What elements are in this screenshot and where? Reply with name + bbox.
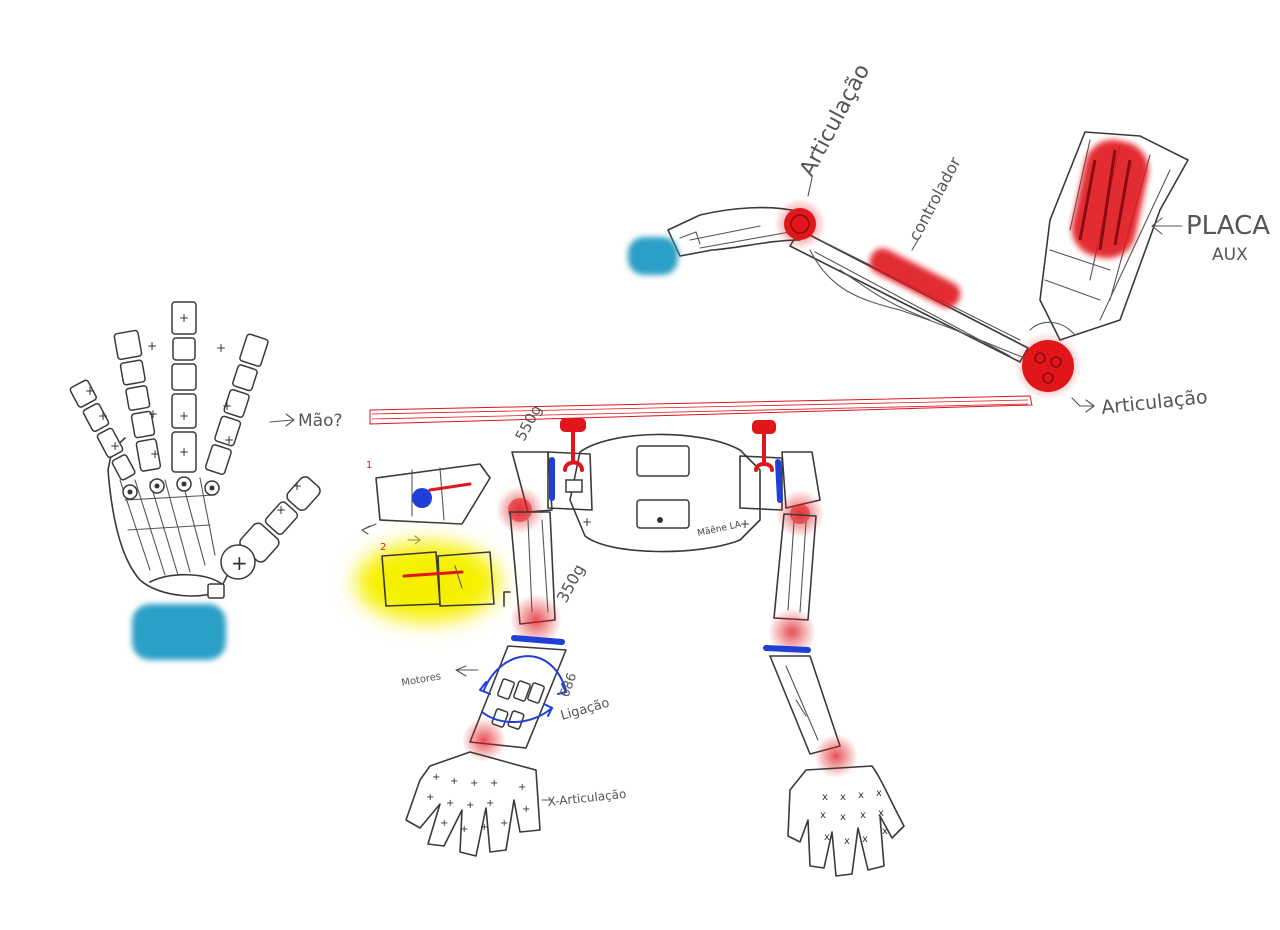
svg-text:+: + [470,778,478,789]
shoulder-mounts [560,418,776,472]
motores-label: Motores [401,671,442,689]
controlador-label: controlador [905,154,965,244]
svg-text:+: + [432,772,440,783]
svg-text:+: + [147,339,157,353]
articulacao-right-label: Articulação [1100,386,1208,419]
shoulder-rod [369,395,1033,425]
torso-text: Mãêne LA [696,519,742,539]
svg-text:+: + [85,384,95,398]
svg-text:+: + [179,445,189,459]
svg-text:+: + [460,824,468,835]
mao-label: Mão? [298,411,343,431]
middle-finger [171,301,197,473]
svg-text:+: + [216,341,226,355]
num-686-label: 686 [558,671,581,699]
robot-arm-sketch [628,131,1189,400]
segment-crosses: +++ +++ +++ +++ ++ [85,311,302,517]
svg-text:x: x [824,832,830,843]
svg-text:+: + [276,503,286,517]
step-1-label: 1 [366,460,372,471]
ligacao-label: Ligação [559,696,611,724]
robot-hand-sketch: + +++ +++ +++ +++ ++ [69,301,321,599]
step-2-label: 2 [380,542,386,553]
arm-wrist-joint [774,198,826,250]
svg-text:+: + [522,804,530,815]
x-articulacao-label: X-Articulação [547,787,627,809]
weight-top-label: 550g [512,402,546,444]
svg-text:x: x [882,826,888,837]
humanoid-left-arm [496,451,565,646]
svg-text:x: x [822,792,828,803]
svg-text:x: x [820,810,826,821]
svg-text:x: x [876,788,882,799]
svg-text:x: x [862,834,868,845]
svg-text:+: + [500,818,508,829]
svg-text:+: + [148,407,158,421]
placa-aux-red-zone [1071,139,1149,259]
ring-finger [113,329,162,472]
pinky-finger [69,379,136,481]
svg-text:+: + [231,551,248,575]
svg-text:+: + [98,409,108,423]
arm-hand-highlight [628,237,678,275]
placa-aux-label-line2: AUX [1212,245,1248,265]
svg-text:+: + [224,433,234,447]
wrist-highlight [132,604,226,660]
articulacao-top-label: Articulação [795,60,875,181]
svg-text:+: + [490,778,498,789]
motor-sketch-1: 1 [361,460,491,545]
svg-text:+: + [486,798,494,809]
arm-elbow-joint [1014,332,1082,400]
svg-text:+: + [582,515,592,529]
svg-text:+: + [446,798,454,809]
svg-text:x: x [840,792,846,803]
placa-aux-label-line1: PLACA [1186,211,1270,241]
index-finger [204,333,269,475]
svg-text:+: + [440,818,448,829]
svg-text:+: + [222,399,232,413]
svg-text:+: + [292,479,302,493]
svg-text:+: + [480,822,488,833]
humanoid-right-arm [763,451,858,778]
svg-text:x: x [840,812,846,823]
torso-sketch: Mãêne LA + + [547,433,783,553]
svg-text:+: + [179,311,189,325]
svg-text:+: + [740,517,750,531]
mao-annotation: Mão? [269,411,343,431]
motor-sketch-2: 2 [356,542,500,622]
weight-leg-label: 350g [553,561,589,606]
svg-text:+: + [518,782,526,793]
svg-text:x: x [860,810,866,821]
svg-text:+: + [110,439,120,453]
svg-text:+: + [466,800,474,811]
svg-text:+: + [426,792,434,803]
svg-text:x: x [858,790,864,801]
knuckle-joints [122,476,220,500]
svg-text:+: + [150,447,160,461]
svg-text:x: x [878,808,884,819]
svg-text:+: + [450,776,458,787]
humanoid-left-hand: + + + + + + + + + + + + + + X-Articulação [405,751,627,857]
humanoid-left-forearm [462,645,568,762]
svg-text:+: + [179,409,189,423]
svg-text:x: x [844,836,850,847]
